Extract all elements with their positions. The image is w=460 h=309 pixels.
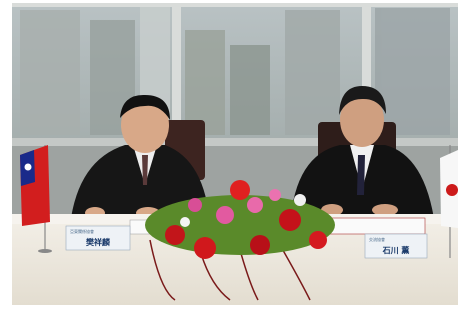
name-label: 樊祥麟 (86, 237, 110, 247)
document (330, 218, 425, 234)
org-label: 亞東關係協會 (70, 228, 94, 234)
photo: 亞東關係協會 樊祥麟 交流協會 石川 薫 (0, 0, 460, 309)
nameplate-right: 交流協會 石川 薫 (365, 234, 427, 258)
nameplate-left: 亞東關係協會 樊祥麟 (66, 226, 130, 250)
org-label: 交流協會 (369, 236, 385, 242)
name-label: 石川 薫 (382, 245, 410, 255)
